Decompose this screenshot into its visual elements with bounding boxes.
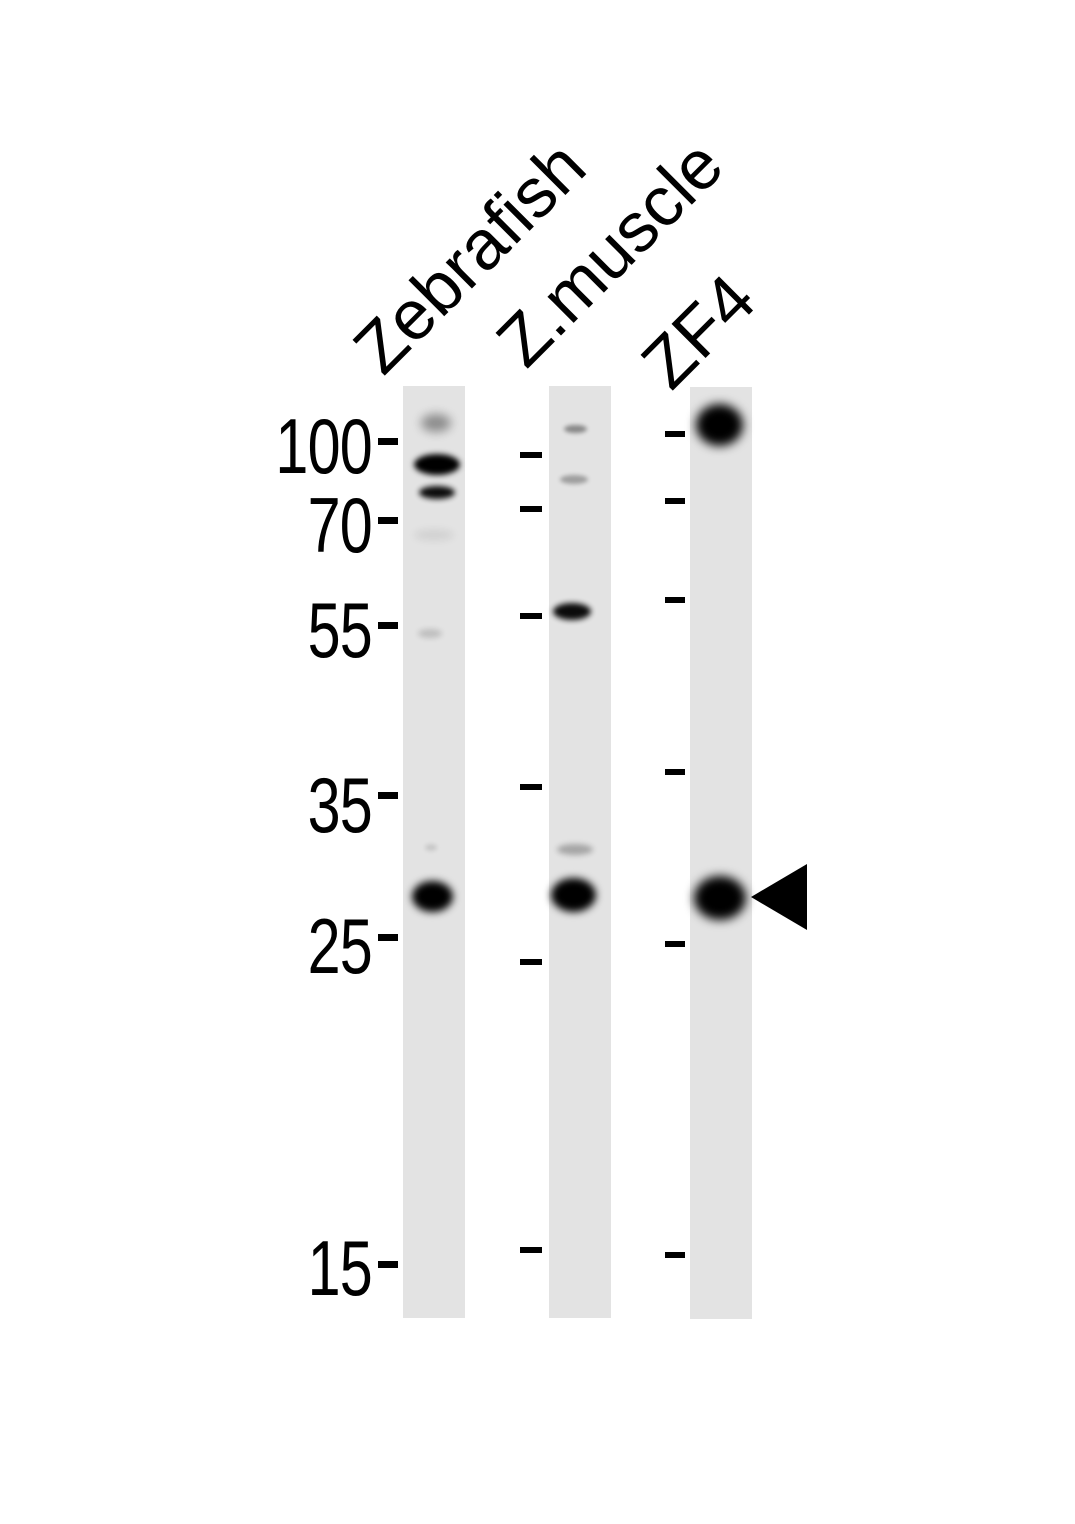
lane-strip-zebrafish bbox=[403, 386, 465, 1318]
target-band-arrow-icon bbox=[751, 864, 807, 930]
mw-label-55: 55 bbox=[307, 586, 373, 674]
band-zebrafish-81kda bbox=[419, 486, 455, 499]
band-zebrafish-28kda-target bbox=[412, 881, 453, 912]
mw-label-35: 35 bbox=[307, 761, 373, 849]
band-zf4-28kda-target bbox=[694, 876, 746, 920]
mw-tick-right-70 bbox=[665, 498, 685, 504]
lane-label-zf4: ZF4 bbox=[626, 259, 770, 403]
band-zebrafish-31kda bbox=[425, 844, 437, 851]
mw-tick-mid-55 bbox=[520, 613, 542, 619]
mw-tick-right-100 bbox=[665, 431, 685, 437]
lane-strip-zmuscle bbox=[549, 386, 611, 1318]
mw-tick-mid-70 bbox=[520, 506, 542, 512]
band-zmuscle-57kda bbox=[553, 603, 591, 620]
band-zmuscle-105kda bbox=[564, 425, 587, 433]
band-zmuscle-87kda bbox=[560, 475, 588, 484]
mw-tick-mid-100 bbox=[520, 452, 542, 458]
mw-tick-left-15 bbox=[378, 1261, 398, 1268]
mw-tick-left-100 bbox=[378, 438, 398, 445]
mw-tick-mid-15 bbox=[520, 1247, 542, 1253]
band-zebrafish-smear-70kda bbox=[414, 529, 454, 541]
lane-strip-zf4 bbox=[690, 387, 752, 1319]
mw-tick-left-55 bbox=[378, 622, 398, 629]
mw-tick-mid-35 bbox=[520, 784, 542, 790]
mw-label-100: 100 bbox=[275, 402, 372, 490]
mw-label-25: 25 bbox=[307, 902, 373, 990]
band-zebrafish-55kda bbox=[418, 629, 442, 638]
band-zmuscle-28kda-target bbox=[551, 878, 596, 912]
mw-tick-right-55 bbox=[665, 597, 685, 603]
band-zebrafish-110kda bbox=[421, 414, 451, 432]
mw-tick-left-70 bbox=[378, 517, 398, 524]
mw-label-70: 70 bbox=[307, 481, 373, 569]
band-zmuscle-30kda bbox=[557, 844, 593, 855]
mw-tick-left-25 bbox=[378, 934, 398, 941]
mw-label-15: 15 bbox=[307, 1224, 373, 1312]
mw-tick-right-25 bbox=[665, 941, 685, 947]
mw-tick-left-35 bbox=[378, 792, 398, 799]
mw-tick-right-15 bbox=[665, 1252, 685, 1258]
band-zebrafish-92kda bbox=[414, 454, 460, 475]
mw-tick-right-35 bbox=[665, 769, 685, 775]
mw-tick-mid-25 bbox=[520, 959, 542, 965]
band-zf4-108kda bbox=[696, 404, 743, 446]
